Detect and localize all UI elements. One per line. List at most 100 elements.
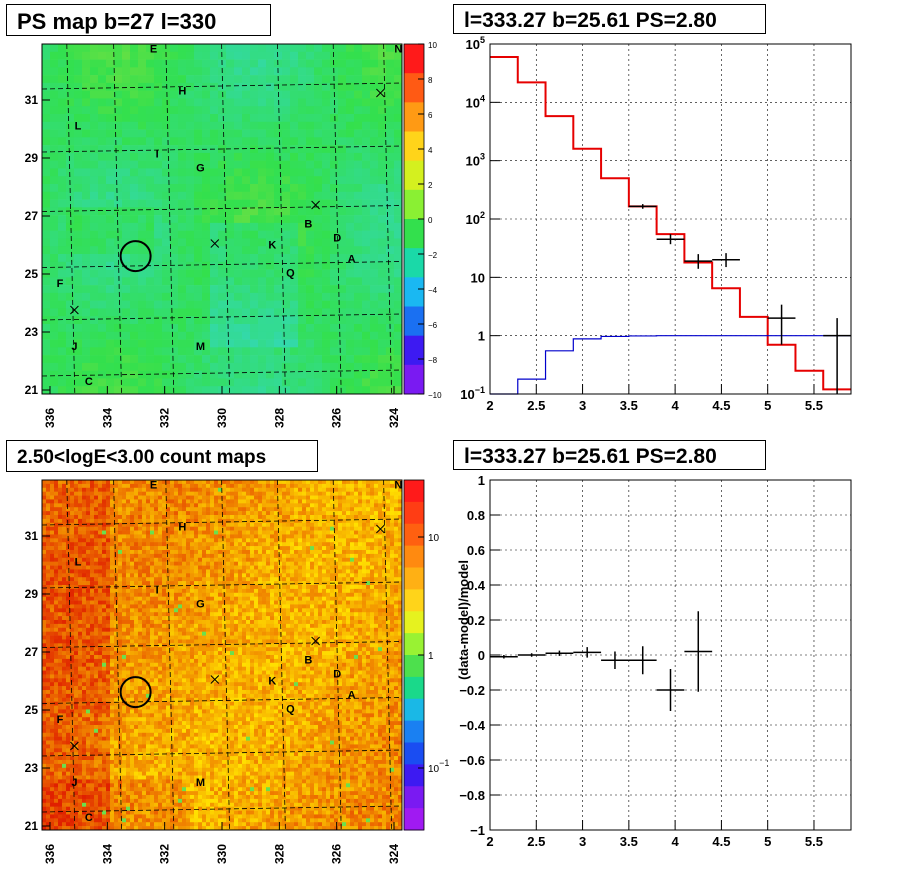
heatmap-cell [42,690,47,695]
heatmap-cell [82,686,87,691]
heatmap-cell [138,277,147,286]
heatmap-cell [282,51,291,60]
heatmap-cell [142,732,147,737]
heatmap-cell [314,285,323,294]
heatmap-cell [50,690,55,695]
heatmap-cell [114,678,119,683]
heatmap-cell [42,553,47,559]
heatmap-cell [330,199,339,208]
heatmap-cell [74,658,79,664]
heatmap-cell [234,67,243,76]
heatmap-cell [122,44,131,53]
heatmap-cell [154,121,163,130]
heatmap-cell [134,732,139,737]
heatmap-cell [146,627,151,632]
heatmap-cell [74,763,79,769]
heatmap-cell [250,230,259,239]
heatmap-cell [134,651,139,656]
source-cross-marker [210,239,220,248]
heatmap-cell [354,215,363,224]
heatmap-cell [126,674,131,679]
heatmap-cell [130,215,139,224]
heatmap-cell [106,238,115,247]
heatmap-cell [242,207,251,216]
heatmap-cell [46,511,51,516]
heatmap-cell [154,717,159,722]
heatmap-cell [150,542,155,547]
heatmap-cell [110,756,115,761]
heatmap-cell [82,763,87,769]
heatmap-cell [90,732,95,737]
heatmap-cell [50,82,59,91]
heatmap-cell [102,713,107,718]
heatmap-cell [98,114,107,123]
heatmap-cell [386,129,395,138]
heatmap-cell [330,121,339,130]
heatmap-cell [142,542,147,547]
heatmap-cell [134,756,139,761]
heatmap-cell [78,503,83,508]
heatmap-cell [98,550,103,555]
heatmap-cell [154,604,159,609]
heatmap-cell [102,635,107,640]
heatmap-cell [130,826,135,831]
heatmap-cell [138,553,143,559]
heatmap-cell [114,483,119,489]
heatmap-cell [110,814,115,819]
heatmap-cell [306,137,315,146]
heatmap-cell [94,728,99,734]
heatmap-cell [362,362,371,371]
heatmap-cell [42,604,47,609]
heatmap-cell [282,355,291,364]
heatmap-cell [54,542,59,547]
heatmap-cell [118,787,123,792]
heatmap-cell [354,355,363,364]
heatmap-cell [42,798,47,804]
heatmap-cell [226,160,235,169]
heatmap-cell [154,573,159,578]
heatmap-cell [162,199,171,208]
heatmap-cell [194,114,203,123]
heatmap-cell [42,682,47,687]
heatmap-cell [118,806,123,811]
heatmap-cell [118,709,123,714]
heatmap-cell [54,569,59,574]
heatmap-cell [106,480,111,485]
heatmap-cell [142,756,147,761]
heatmap-cell [130,744,135,749]
heatmap-cell [98,620,103,625]
heatmap-cell [74,308,83,317]
heatmap-cell [114,184,123,193]
heatmap-cell [90,261,99,270]
heatmap-cell [362,207,371,216]
heatmap-cell [54,814,59,819]
heatmap-cell [74,121,83,130]
heatmap-cell [74,666,79,671]
heatmap-cell [210,347,219,356]
heatmap-cell [306,355,315,364]
heatmap-cell [282,362,291,371]
heatmap-cell [218,114,227,123]
heatmap-cell [98,238,107,247]
heatmap-cell [134,503,139,508]
heatmap-cell [122,779,127,784]
heatmap-cell [158,643,163,648]
heatmap-cell [102,818,107,823]
heatmap-cell [58,814,63,819]
heatmap-cell [218,269,227,278]
heatmap-cell [106,184,115,193]
heatmap-cell [82,145,91,154]
heatmap-cell [98,59,107,68]
heatmap-cell [102,483,107,489]
heatmap-cell [82,553,87,559]
heatmap-cell [178,269,187,278]
heatmap-cell [74,581,79,586]
heatmap-cell [166,550,171,555]
heatmap-cell [162,783,167,788]
heatmap-cell [150,760,155,765]
heatmap-cell [298,145,307,154]
heatmap-cell [138,168,147,177]
heatmap-cell [158,495,163,500]
heatmap-cell [134,744,139,749]
heatmap-cell [130,600,135,605]
